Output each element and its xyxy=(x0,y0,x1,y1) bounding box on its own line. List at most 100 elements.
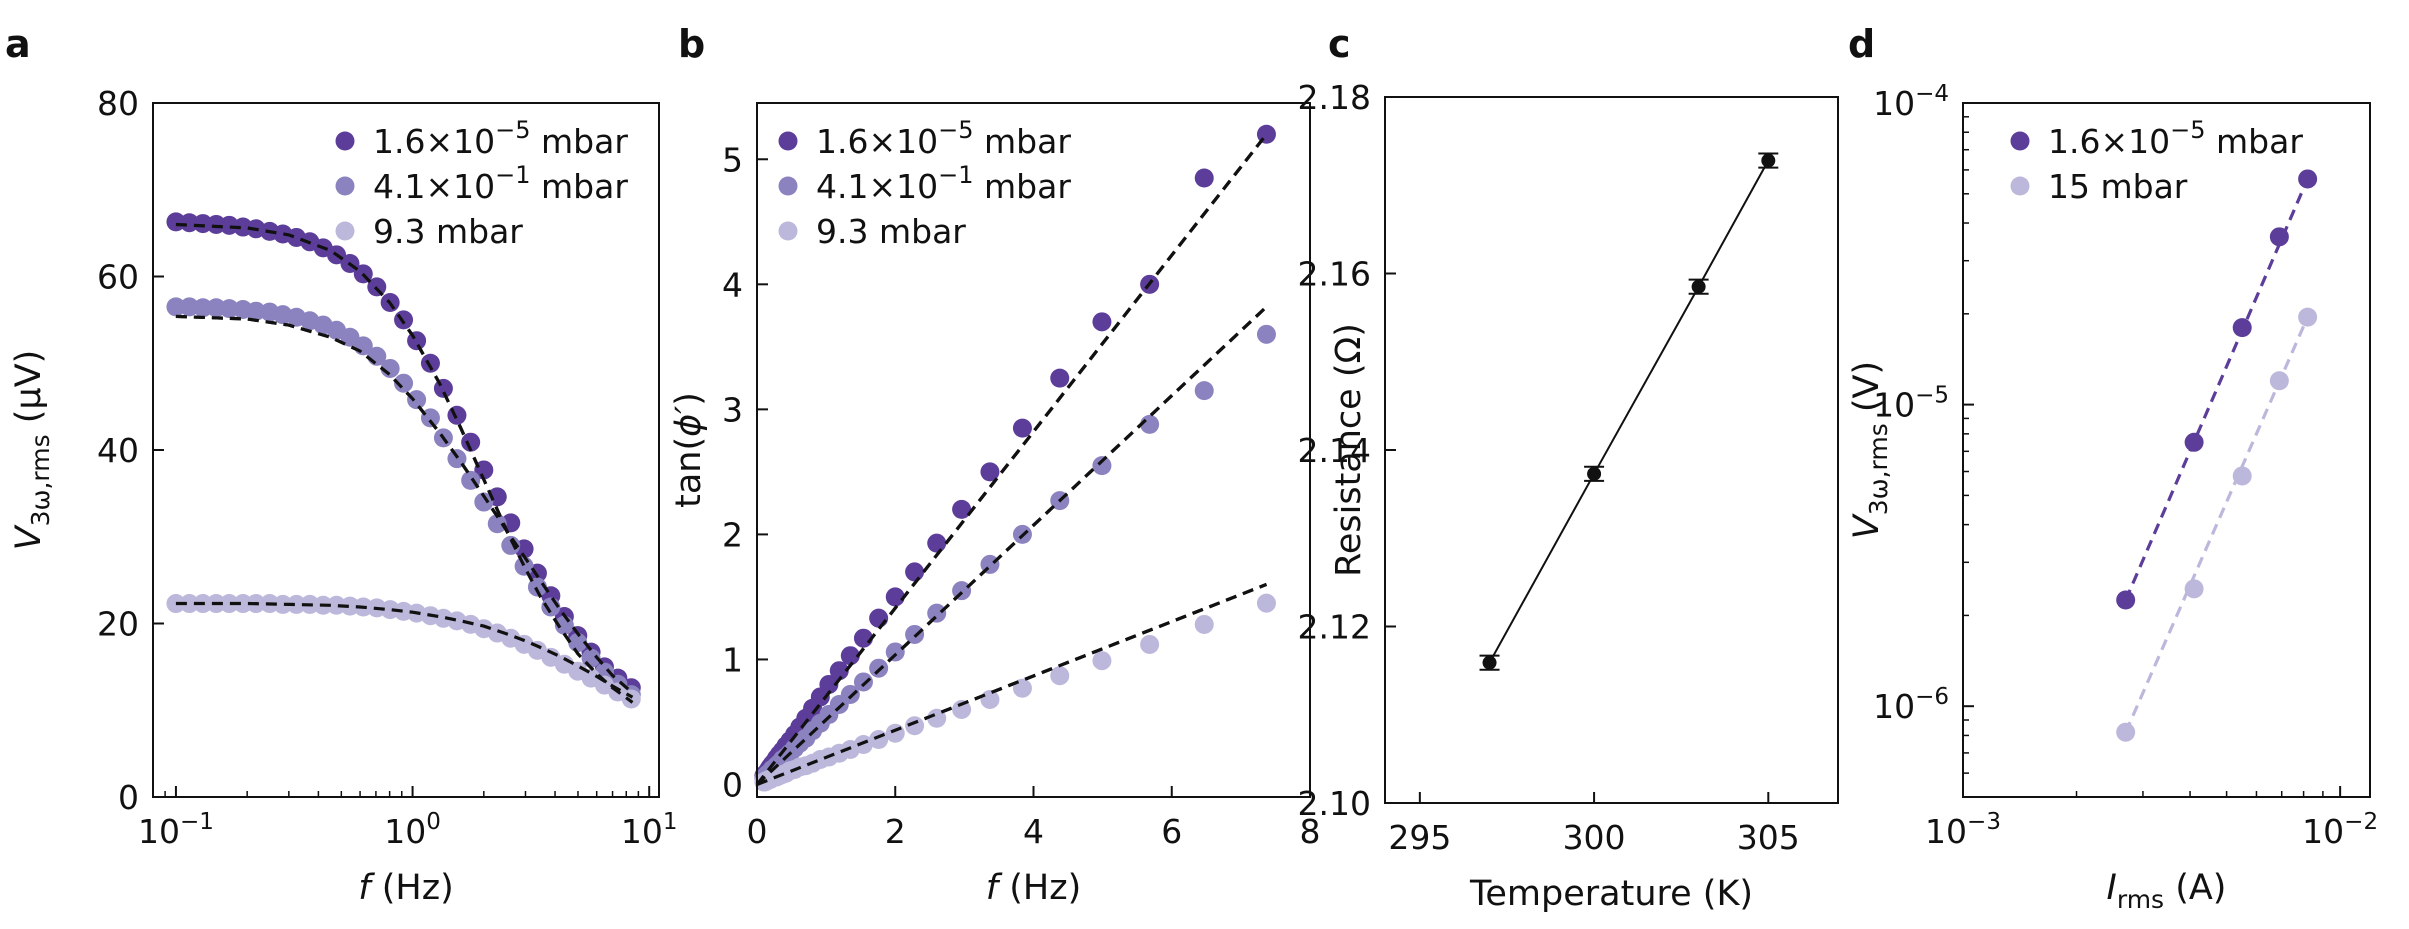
data-point xyxy=(2298,169,2318,189)
data-point xyxy=(1256,324,1276,344)
data-point xyxy=(885,642,905,662)
data-point xyxy=(487,514,507,534)
y-tick-label: 20 xyxy=(97,605,139,644)
data-point xyxy=(286,594,306,614)
legend-marker xyxy=(2010,131,2030,151)
y-tick-label: 0 xyxy=(722,765,743,804)
x-tick-label: 10−3 xyxy=(1925,809,2001,851)
x-axis-label: Temperature (K) xyxy=(1469,874,1753,914)
y-axis-label: Resistance (Ω) xyxy=(1329,323,1369,577)
axes-frame xyxy=(1384,96,1839,804)
fit-line xyxy=(2124,316,2310,733)
y-tick-label: 4 xyxy=(722,265,743,304)
data-point xyxy=(166,297,186,317)
x-tick-label: 10−2 xyxy=(2302,809,2378,851)
y-tick-label: 60 xyxy=(97,258,139,297)
data-point xyxy=(2184,579,2204,599)
data-point xyxy=(2184,432,2204,452)
data-point xyxy=(927,603,947,623)
data-point xyxy=(952,699,972,719)
data-point xyxy=(905,716,925,736)
y-tick-label: 5 xyxy=(722,140,743,179)
y-tick-label: 2.14 xyxy=(1298,431,1371,470)
x-axis-label: Irms (A) xyxy=(2107,868,2227,914)
data-point xyxy=(885,587,905,607)
data-point xyxy=(980,689,1000,709)
data-point xyxy=(1194,614,1214,634)
data-point xyxy=(905,562,925,582)
fit-line xyxy=(175,314,634,695)
data-point xyxy=(166,212,186,232)
data-point xyxy=(246,301,266,321)
legend-marker xyxy=(335,176,355,196)
x-tick-label: 100 xyxy=(384,809,441,851)
fit-line xyxy=(2124,178,2310,601)
legend-marker xyxy=(335,131,355,151)
data-point xyxy=(2116,722,2136,742)
fit-line xyxy=(755,133,1268,786)
data-point xyxy=(326,595,346,615)
data-point xyxy=(219,299,239,319)
legend-marker xyxy=(778,176,798,196)
data-point xyxy=(1482,655,1497,670)
y-tick-label: 3 xyxy=(722,390,743,429)
data-point xyxy=(1050,368,1070,388)
data-point xyxy=(1256,593,1276,613)
data-point xyxy=(1012,418,1032,438)
legend-label: 9.3 mbar xyxy=(816,212,966,251)
legend-marker xyxy=(778,221,798,241)
x-tick-label: 305 xyxy=(1737,818,1800,857)
y-tick-label: 2.18 xyxy=(1298,78,1371,117)
axes-frame xyxy=(756,102,1311,798)
legend-label: 1.6×10−5 mbar xyxy=(816,116,1071,161)
fit-line xyxy=(756,582,1268,786)
x-tick-label: 295 xyxy=(1388,818,1451,857)
data-point xyxy=(1194,168,1214,188)
data-point xyxy=(869,729,889,749)
data-point xyxy=(927,708,947,728)
x-tick-label: 4 xyxy=(1023,812,1044,851)
data-point xyxy=(869,658,889,678)
y-tick-label: 0 xyxy=(118,778,139,817)
x-tick-label: 300 xyxy=(1563,818,1626,857)
data-point xyxy=(869,608,889,628)
data-point xyxy=(179,297,199,317)
data-point xyxy=(461,432,481,452)
data-point xyxy=(447,449,467,469)
data-point xyxy=(819,674,839,694)
data-point xyxy=(394,373,414,393)
data-point xyxy=(1092,456,1112,476)
x-tick-label: 8 xyxy=(1300,812,1321,851)
data-point xyxy=(621,689,641,709)
y-axis-label: tan(ϕ′) xyxy=(669,392,709,508)
data-point xyxy=(1194,381,1214,401)
data-point xyxy=(1140,634,1160,654)
data-point xyxy=(840,684,860,704)
axes-frame xyxy=(1962,102,2371,798)
data-point xyxy=(407,390,427,410)
data-point xyxy=(568,633,588,653)
axes-frame xyxy=(152,102,660,798)
data-point xyxy=(2269,371,2289,391)
data-point xyxy=(2232,318,2252,338)
data-point xyxy=(1761,153,1776,168)
panel-c: 295 300 305 2.10 2.12 2.14 2.16 2.18 Temperature… xyxy=(1298,78,1839,914)
panel-letter-d: d xyxy=(1848,22,1875,66)
panel-a: 10−1 100 101 0 20 40 60 80 f (Hz) V3ω,rms (μV) 1.6… xyxy=(9,84,678,908)
x-axis-label: f (Hz) xyxy=(986,868,1081,908)
y-tick-label: 1 xyxy=(722,640,743,679)
data-point xyxy=(840,646,860,666)
data-point xyxy=(179,213,199,233)
x-tick-label: 101 xyxy=(621,809,678,851)
y-tick-label: 10−5 xyxy=(1873,383,1949,425)
data-point xyxy=(2232,466,2252,486)
data-point xyxy=(885,723,905,743)
data-point xyxy=(527,577,547,597)
data-point xyxy=(1587,466,1602,481)
x-tick-label: 10−1 xyxy=(138,809,214,851)
panel-letter-b: b xyxy=(678,22,705,66)
fit-line xyxy=(175,222,634,704)
y-tick-label: 80 xyxy=(97,84,139,123)
legend-label: 4.1×10−1 mbar xyxy=(373,161,628,206)
